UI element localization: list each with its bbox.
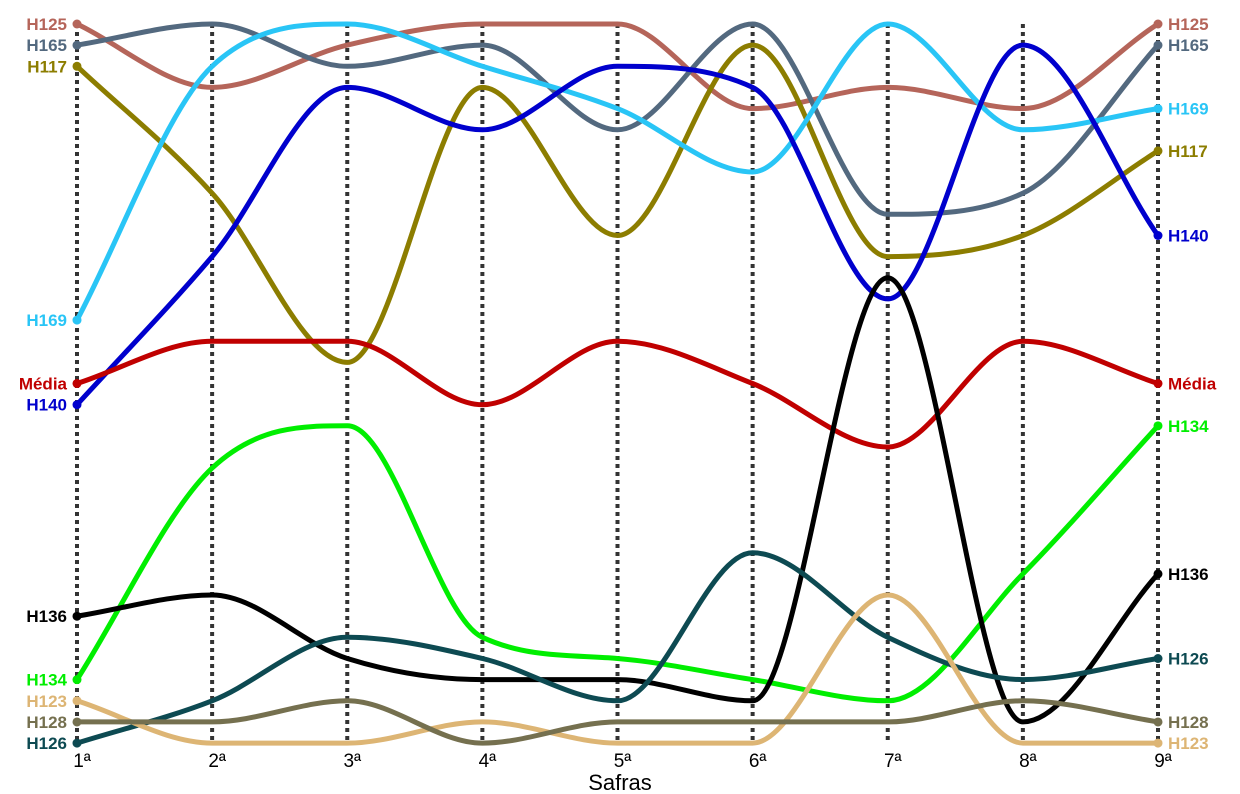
series-point-h117-9 bbox=[1153, 146, 1163, 156]
series-line-h134 bbox=[74, 423, 1161, 704]
series-line-h125 bbox=[74, 21, 1161, 112]
right-label-h169: H169 bbox=[1168, 100, 1209, 119]
series-point-mdia-9 bbox=[1153, 379, 1163, 389]
series-line-h128 bbox=[74, 698, 1161, 746]
series-point-h134-9 bbox=[1153, 421, 1163, 431]
x-tick-1: 1ª bbox=[73, 751, 92, 772]
x-tick-8: 8ª bbox=[1019, 751, 1038, 772]
x-tick-2: 2ª bbox=[208, 751, 227, 772]
series-point-h136-9 bbox=[1153, 569, 1163, 579]
series-lines bbox=[74, 21, 1161, 746]
series-point-h136-1 bbox=[72, 611, 82, 621]
x-tick-5: 5ª bbox=[614, 751, 633, 772]
left-label-h117: H117 bbox=[27, 57, 67, 76]
series-point-h125-1 bbox=[72, 19, 82, 29]
series-point-h140-9 bbox=[1153, 231, 1163, 240]
series-line-h140 bbox=[74, 42, 1161, 408]
x-tick-3: 3ª bbox=[343, 751, 362, 772]
series-point-h128-1 bbox=[72, 717, 82, 727]
right-series-labels: H125 H165 H169 H117 H140 Média H134 H136 H126 H12… bbox=[1168, 15, 1217, 753]
left-label-h140: H140 bbox=[26, 396, 67, 415]
right-label-h140: H140 bbox=[1168, 227, 1209, 246]
series-line-h136 bbox=[74, 275, 1161, 725]
left-label-mdia: Média bbox=[19, 375, 68, 394]
right-label-h117: H117 bbox=[1168, 142, 1208, 161]
series-point-h140-1 bbox=[72, 400, 82, 410]
x-axis-ticks: 1ª 2ª 3ª 4ª 5ª 6ª 7ª 8ª 9ª bbox=[73, 751, 1173, 772]
right-label-h126: H126 bbox=[1168, 650, 1209, 669]
series-point-h128-9 bbox=[1153, 717, 1163, 727]
x-tick-4: 4ª bbox=[479, 751, 498, 772]
left-label-h134: H134 bbox=[26, 671, 67, 690]
left-label-h136: H136 bbox=[26, 607, 67, 626]
series-point-h165-9 bbox=[1153, 40, 1163, 50]
series-line-h165 bbox=[74, 21, 1161, 217]
right-label-h136: H136 bbox=[1168, 565, 1209, 584]
x-tick-9: 9ª bbox=[1154, 751, 1173, 772]
series-points bbox=[72, 19, 1163, 748]
left-label-h125: H125 bbox=[26, 15, 67, 34]
series-point-h169-1 bbox=[72, 315, 82, 325]
right-label-h165: H165 bbox=[1168, 36, 1209, 55]
series-point-h117-1 bbox=[72, 61, 82, 71]
right-label-h123: H123 bbox=[1168, 734, 1209, 753]
x-tick-6: 6ª bbox=[749, 751, 768, 772]
right-label-mdia: Média bbox=[1168, 375, 1217, 394]
right-label-h125: H125 bbox=[1168, 15, 1209, 34]
series-point-h126-9 bbox=[1153, 654, 1163, 663]
series-line-h117 bbox=[74, 42, 1161, 365]
series-point-h123-1 bbox=[72, 696, 82, 706]
left-label-h123: H123 bbox=[26, 692, 67, 711]
right-label-h128: H128 bbox=[1168, 713, 1209, 732]
series-line-h126 bbox=[74, 550, 1161, 746]
left-label-h165: H165 bbox=[26, 36, 67, 55]
series-point-h169-9 bbox=[1153, 104, 1163, 114]
series-point-h123-9 bbox=[1153, 738, 1163, 748]
left-label-h126: H126 bbox=[26, 734, 67, 753]
series-line-mdia bbox=[74, 338, 1161, 450]
left-label-h128: H128 bbox=[26, 713, 67, 732]
series-point-h134-1 bbox=[72, 675, 82, 685]
x-tick-7: 7ª bbox=[884, 751, 903, 772]
right-label-h134: H134 bbox=[1168, 417, 1209, 436]
series-point-mdia-1 bbox=[72, 379, 82, 389]
x-axis-title: Safras bbox=[588, 770, 652, 794]
series-point-h165-1 bbox=[72, 40, 82, 50]
series-point-h126-1 bbox=[72, 738, 82, 748]
left-label-h169: H169 bbox=[26, 311, 67, 330]
series-point-h125-9 bbox=[1153, 19, 1163, 29]
series-line-h169 bbox=[74, 21, 1161, 323]
left-series-labels: H125 H165 H117 H169 Média H140 H136 H134 H123 H12… bbox=[19, 15, 68, 753]
